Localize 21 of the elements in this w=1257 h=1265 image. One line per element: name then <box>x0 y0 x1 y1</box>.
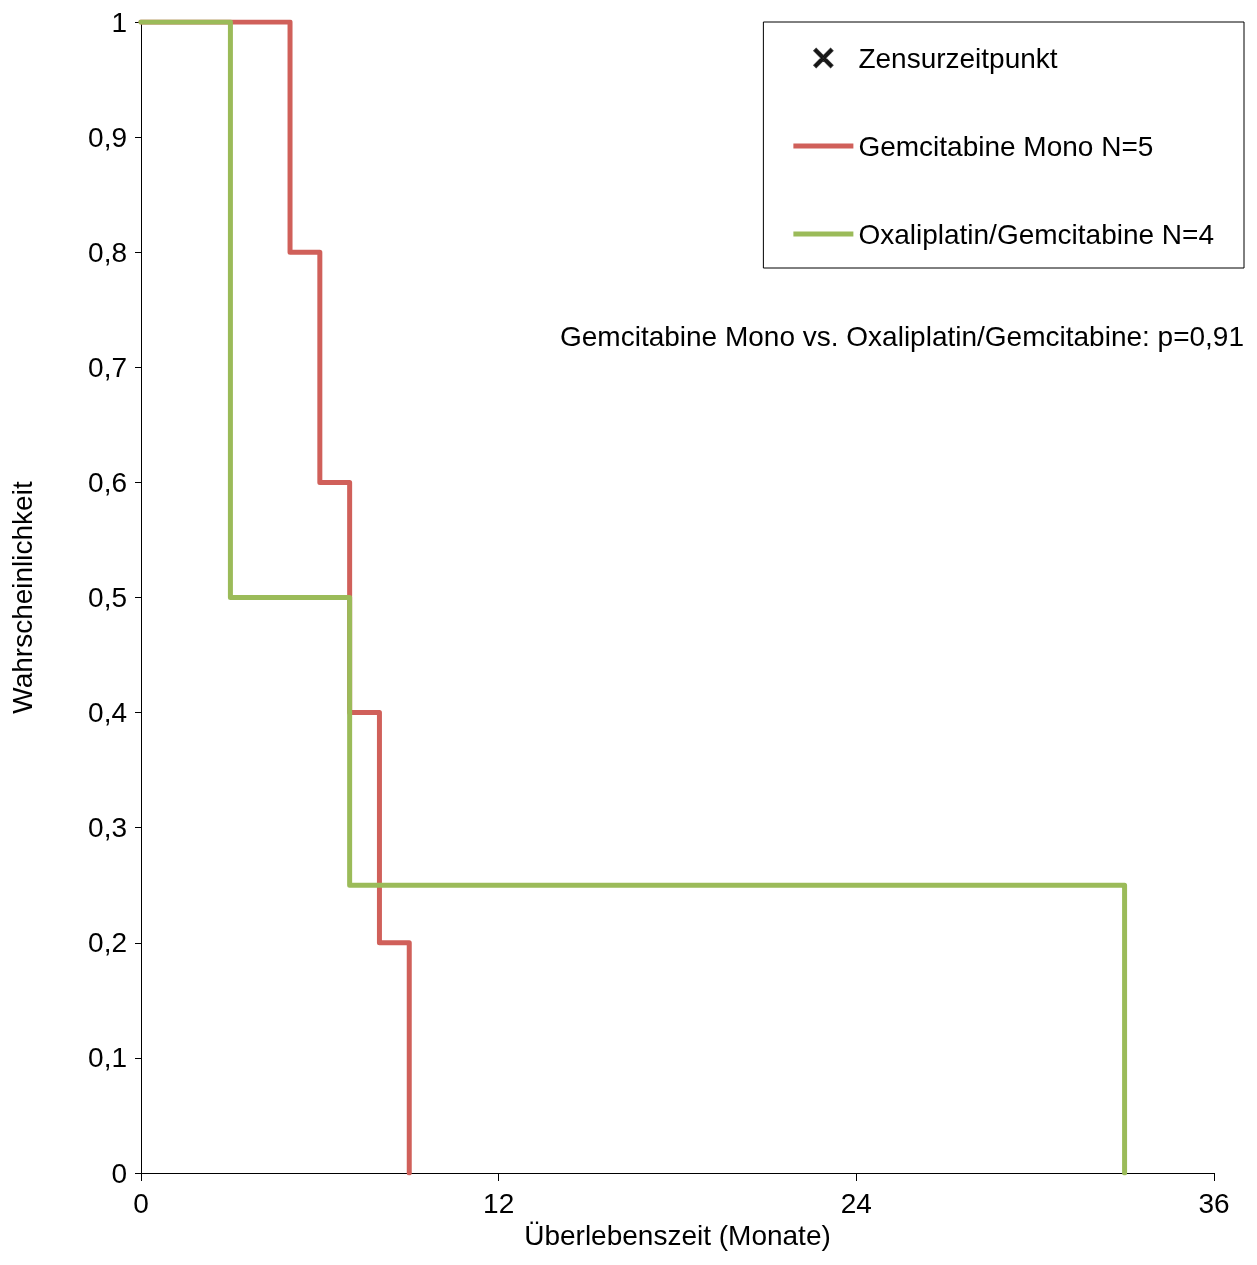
y-tick-label: 0,9 <box>88 121 127 153</box>
legend-label: Zensurzeitpunkt <box>858 42 1058 74</box>
y-tick-label: 0,4 <box>88 697 127 729</box>
y-tick-label: 0,5 <box>88 582 127 613</box>
y-tick-label: 0,8 <box>88 236 127 268</box>
y-tick-label: 0,3 <box>88 812 127 844</box>
x-tick-label: 12 <box>483 1187 515 1219</box>
x-tick-label: 24 <box>840 1187 872 1219</box>
legend-label: Gemcitabine Mono N=5 <box>858 130 1154 162</box>
x-tick-label: 0 <box>133 1187 149 1219</box>
y-tick-label: 0,7 <box>88 351 127 383</box>
y-tick-label: 0,2 <box>88 927 127 959</box>
annotation: Gemcitabine Mono vs. Oxaliplatin/Gemcitabine: p=0,91 <box>559 320 1245 352</box>
x-axis-title: Überlebenszeit (Monate) <box>524 1220 831 1252</box>
y-axis-title: Wahrscheinlichkeit <box>6 481 38 714</box>
x-tick-label: 36 <box>1198 1187 1230 1219</box>
y-tick-label: 1 <box>111 6 127 38</box>
y-tick-label: 0,1 <box>88 1042 127 1074</box>
legend-label: Oxaliplatin/Gemcitabine N=4 <box>858 218 1215 250</box>
y-tick-label: 0 <box>111 1157 127 1189</box>
y-tick-label: 0,6 <box>88 466 127 498</box>
